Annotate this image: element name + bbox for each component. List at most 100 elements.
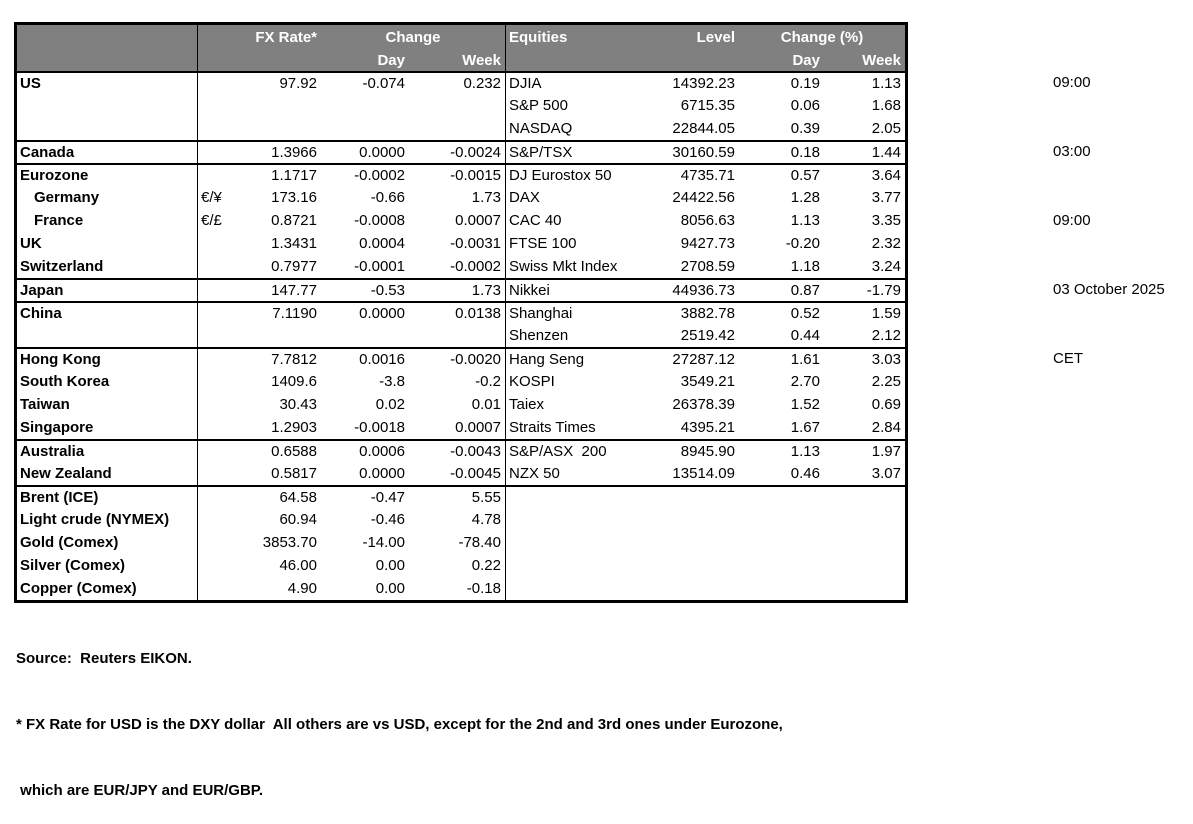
equity-level-cell: 27287.12: [647, 347, 739, 370]
market-table: FX Rate* Change Equities Level Change (%) Day…: [14, 22, 908, 603]
fx-change-day-cell: -0.0001: [354, 258, 405, 275]
fx-change-week-cell: 5.55: [409, 485, 505, 508]
equity-change-week-cell: 2.12: [871, 327, 901, 344]
equity-change-day-cell: [739, 485, 824, 508]
fx-rate-cell: 7.1190: [223, 301, 321, 324]
corner-cell: [505, 50, 647, 71]
fx-rate-cell: 0.5817: [271, 465, 317, 482]
fx-change-day-cell: 0.00: [375, 580, 405, 597]
fx-change-day-cell: -3.8: [379, 373, 405, 390]
row-label-cell: [17, 94, 197, 117]
equity-change-day-cell: 0.39: [790, 120, 820, 137]
row-label-cell: Singapore: [20, 419, 94, 436]
corner-cell: [197, 50, 223, 71]
equity-level-cell: 44936.73: [647, 278, 739, 301]
row-label-cell: Switzerland: [20, 258, 104, 275]
row-label-cell: Brent (ICE): [17, 485, 197, 508]
row-label-cell: Copper (Comex): [20, 580, 137, 597]
fx-rate-cell: 147.77: [223, 278, 321, 301]
fx-rate-cell: 97.92: [223, 71, 321, 94]
fx-pair-cell: [197, 462, 223, 485]
fx-pair-cell: [197, 577, 223, 600]
equity-level-cell: 9427.73: [680, 235, 735, 252]
equities-header: Equities: [505, 25, 647, 50]
fx-change-day-cell: [321, 117, 409, 140]
equity-name-cell: KOSPI: [505, 370, 647, 393]
fx-rate-cell: 1.1717: [223, 163, 321, 186]
fx-pair-cell: [197, 347, 223, 370]
equity-change-day-cell: 1.18: [790, 258, 820, 275]
equity-change-day-cell: 1.13: [739, 439, 824, 462]
equity-change-header: Change (%): [739, 25, 905, 50]
row-label-cell: New Zealand: [20, 465, 112, 482]
equity-change-day-cell: 1.52: [790, 396, 820, 413]
equity-name-cell: DAX: [505, 186, 647, 209]
equity-change-day-cell: 2.70: [790, 373, 820, 390]
fx-pair-cell: [197, 94, 223, 117]
fx-pair-cell: [197, 324, 223, 347]
row-label-cell: Eurozone: [17, 163, 197, 186]
fx-change-day-cell: 0.00: [375, 557, 405, 574]
fx-change-day-cell: -0.0002: [321, 163, 409, 186]
row-label-cell: China: [17, 301, 197, 324]
equity-name-cell: S&P 500: [505, 94, 647, 117]
equity-level-cell: 2519.42: [680, 327, 735, 344]
fx-change-week-cell: 0.0138: [409, 301, 505, 324]
equity-change-day-cell: 0.19: [739, 71, 824, 94]
fx-rate-cell: 0.7977: [271, 258, 317, 275]
fx-rate-cell: [223, 324, 321, 347]
fx-change-week-cell: [409, 94, 505, 117]
fx-pair-cell: [197, 255, 223, 278]
corner-cell: [223, 50, 321, 71]
fx-change-week-cell: 1.73: [409, 278, 505, 301]
equity-name-cell: DJ Eurostox 50: [505, 163, 647, 186]
fx-pair-cell: [197, 117, 223, 140]
equity-change-week-cell: 2.05: [871, 120, 901, 137]
fx-change-week-cell: 0.232: [409, 71, 505, 94]
fx-rate-cell: [223, 117, 321, 140]
source-line: Source: Reuters EIKON.: [16, 650, 192, 667]
equity-change-day-cell: 0.44: [790, 327, 820, 344]
equity-name-cell: Swiss Mkt Index: [505, 255, 647, 278]
equity-change-week-cell: [824, 531, 905, 554]
equity-name-cell: S&P/TSX: [505, 140, 647, 163]
equity-name-cell: Shenzen: [505, 324, 647, 347]
level-header: Level: [647, 25, 739, 50]
equity-change-week-cell: 2.32: [871, 235, 901, 252]
equity-change-day-cell: [739, 531, 824, 554]
equity-name-cell: [505, 577, 647, 600]
equity-change-week-cell: 2.25: [871, 373, 901, 390]
fx-pair-cell: [197, 278, 223, 301]
equity-name-cell: Taiex: [505, 393, 647, 416]
equity-change-week-cell: 3.35: [871, 212, 901, 229]
fx-pair-cell: [197, 370, 223, 393]
corner-cell: [197, 25, 223, 50]
fx-rate-cell: [223, 94, 321, 117]
equity-change-day-cell: 1.13: [790, 212, 820, 229]
fx-change-week-cell: -0.0015: [409, 163, 505, 186]
equity-change-week-cell: 2.84: [871, 419, 901, 436]
equity-level-cell: [647, 577, 739, 600]
fx-rate-cell: 46.00: [279, 557, 317, 574]
fx-change-week-cell: -0.2: [475, 373, 501, 390]
fx-change-day-cell: -0.47: [321, 485, 409, 508]
row-label-cell: France: [34, 212, 84, 229]
equity-name-cell: [505, 531, 647, 554]
equity-change-week-cell: [824, 577, 905, 600]
equity-change-day-cell: 0.46: [790, 465, 820, 482]
equity-change-day-cell: 0.57: [739, 163, 824, 186]
equity-level-cell: [647, 531, 739, 554]
equity-change-day-cell: 0.06: [790, 97, 820, 114]
fx-change-week-cell: 0.0007: [455, 419, 501, 436]
equity-change-week-cell: 3.07: [871, 465, 901, 482]
fx-pair-cell: [197, 554, 223, 577]
equity-name-cell: FTSE 100: [505, 232, 647, 255]
row-label-cell: Hong Kong: [17, 347, 197, 370]
equity-name-cell: Nikkei: [505, 278, 647, 301]
equity-week-header: Week: [824, 50, 905, 71]
equity-change-week-cell: 1.97: [824, 439, 905, 462]
equity-level-cell: 4735.71: [647, 163, 739, 186]
equity-name-cell: NZX 50: [505, 462, 647, 485]
row-label-cell: [17, 117, 197, 140]
corner-cell: [17, 25, 197, 50]
